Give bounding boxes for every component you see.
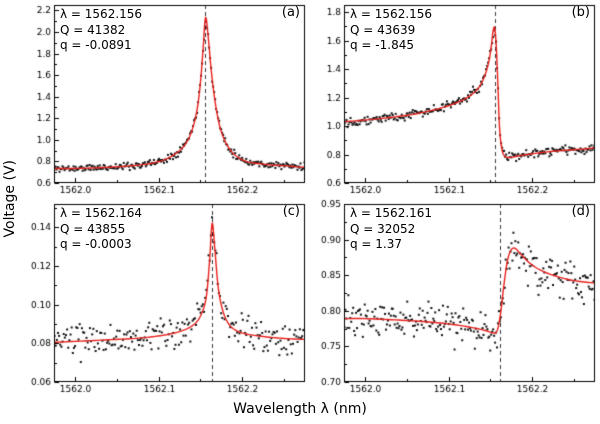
lambda-value: λ = 1562.164 <box>60 206 143 220</box>
y-axis-label: Voltage (V) <box>2 160 18 238</box>
Q-value: Q = 41382 <box>60 22 126 37</box>
q-value: q = -0.0891 <box>60 38 132 53</box>
panel-a: λ = 1562.156 Q = 41382 q = -0.0891 (a) <box>20 0 310 199</box>
panel-b: λ = 1562.156 Q = 43639 q = -1.845 (b) <box>310 0 600 199</box>
plot-canvas-b <box>310 0 600 199</box>
panel-label-b: (b) <box>571 5 590 20</box>
panel-label-d: (d) <box>571 204 590 219</box>
Q-value: Q = 43639 <box>350 22 416 37</box>
x-axis-label: Wavelength λ (nm) <box>233 401 367 417</box>
y-axis-label-column: Voltage (V) <box>0 0 20 398</box>
panel-c: λ = 1562.164 Q = 43855 q = -0.0003 (c) <box>20 199 310 398</box>
Q-value: Q = 43855 <box>60 221 126 236</box>
fit-parameters-b: λ = 1562.156 Q = 43639 q = -1.845 <box>350 7 432 54</box>
fit-parameters-d: λ = 1562.161 Q = 32052 q = 1.37 <box>350 206 432 253</box>
lambda-value: λ = 1562.156 <box>60 7 143 21</box>
x-axis-label-row: Wavelength λ (nm) <box>0 398 600 424</box>
q-value: q = -0.0003 <box>60 237 132 252</box>
fit-parameters-c: λ = 1562.164 Q = 43855 q = -0.0003 <box>60 206 142 253</box>
panel-label-c: (c) <box>282 204 300 219</box>
q-value: q = -1.845 <box>350 38 414 53</box>
lambda-value: λ = 1562.156 <box>350 7 433 21</box>
q-value: q = 1.37 <box>350 237 403 252</box>
panel-label-a: (a) <box>281 5 300 20</box>
fit-parameters-a: λ = 1562.156 Q = 41382 q = -0.0891 <box>60 7 142 54</box>
plot-canvas-a <box>20 0 310 199</box>
panels-grid: λ = 1562.156 Q = 41382 q = -0.0891 (a) λ… <box>20 0 600 398</box>
panel-d: λ = 1562.161 Q = 32052 q = 1.37 (d) <box>310 199 600 398</box>
plot-canvas-d <box>310 199 600 398</box>
lambda-value: λ = 1562.161 <box>350 206 433 220</box>
Q-value: Q = 32052 <box>350 221 416 236</box>
plot-canvas-c <box>20 199 310 398</box>
